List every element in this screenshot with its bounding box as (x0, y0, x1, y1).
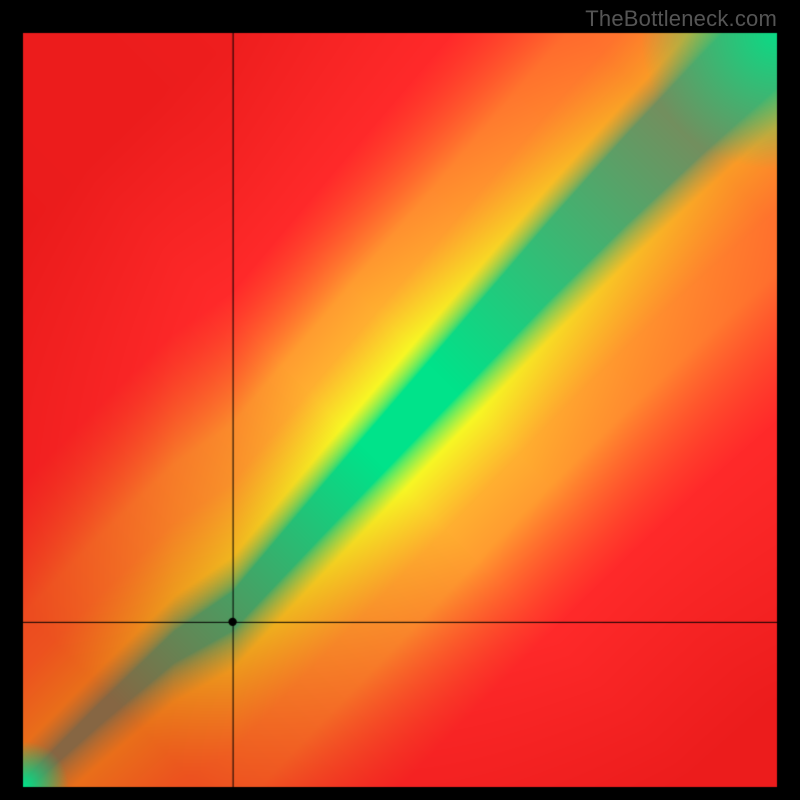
bottleneck-heatmap (0, 0, 800, 800)
watermark-text: TheBottleneck.com (585, 6, 777, 32)
